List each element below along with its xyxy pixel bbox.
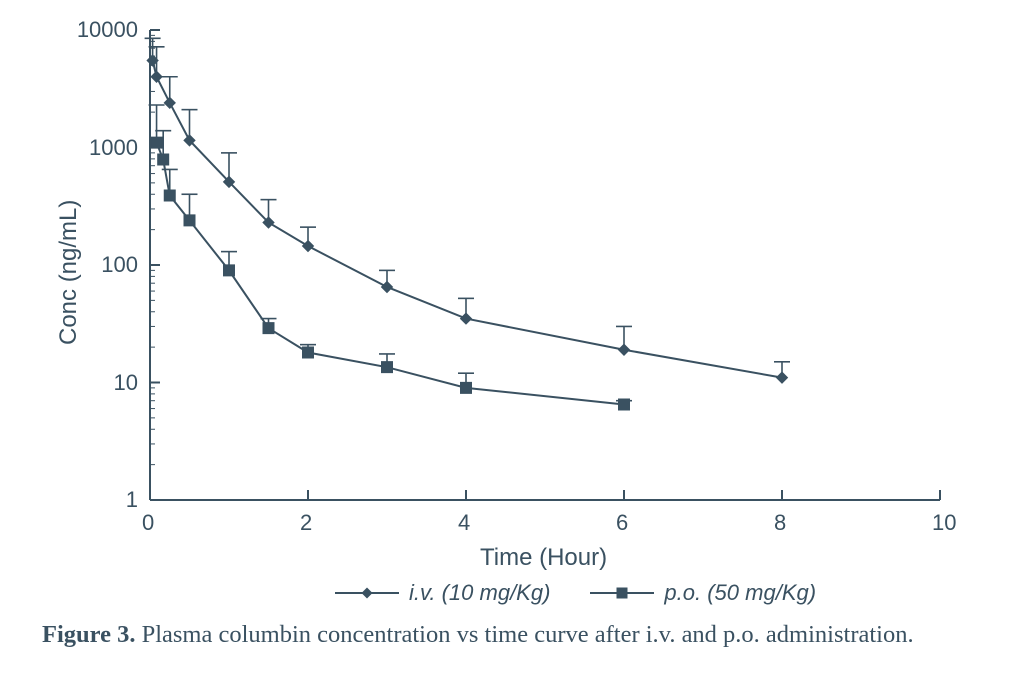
figure-caption: Figure 3. Plasma columbin concentration …	[42, 620, 973, 651]
legend-label: i.v. (10 mg/Kg)	[409, 580, 550, 606]
legend-item: i.v. (10 mg/Kg)	[335, 580, 550, 606]
legend-item: p.o. (50 mg/Kg)	[590, 580, 816, 606]
y-tick-label: 10	[114, 370, 138, 396]
x-tick-label: 4	[458, 510, 470, 536]
y-tick-label: 10000	[77, 17, 138, 43]
x-tick-label: 0	[142, 510, 154, 536]
diamond-legend-icon	[335, 583, 399, 603]
figure: 1 10 100 1000 10000 0 2 4 6 8 10 Conc (ng/mL) Tim…	[0, 0, 1015, 691]
chart-svg	[150, 30, 940, 500]
legend-label: p.o. (50 mg/Kg)	[664, 580, 816, 606]
square-legend-icon	[590, 583, 654, 603]
y-tick-label: 1000	[89, 135, 138, 161]
y-tick-label: 100	[101, 252, 138, 278]
legend: i.v. (10 mg/Kg) p.o. (50 mg/Kg)	[335, 580, 816, 606]
x-tick-label: 10	[932, 510, 956, 536]
caption-rest: Plasma columbin concentration vs time cu…	[135, 621, 913, 648]
plot-area: 110100100010000 0246810 Conc (ng/mL) Tim…	[150, 30, 940, 500]
y-tick-label: 1	[126, 487, 138, 513]
y-axis-title: Conc (ng/mL)	[55, 200, 83, 345]
x-tick-label: 6	[616, 510, 628, 536]
x-axis-title: Time (Hour)	[480, 544, 607, 572]
x-tick-label: 8	[774, 510, 786, 536]
caption-lead: Figure 3.	[42, 621, 135, 648]
x-tick-label: 2	[300, 510, 312, 536]
